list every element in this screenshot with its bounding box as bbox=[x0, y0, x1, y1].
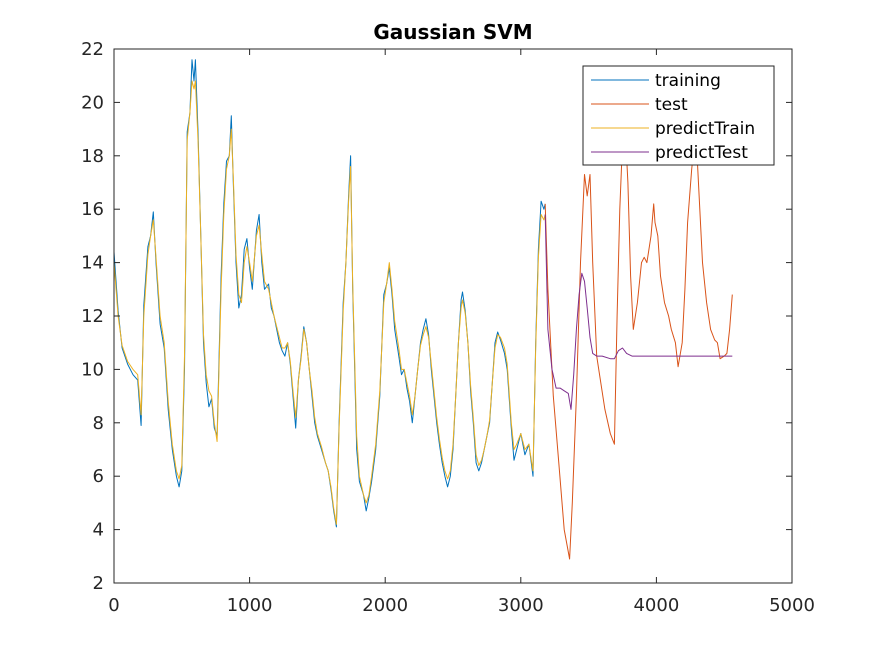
y-tick-label: 4 bbox=[93, 520, 104, 541]
y-tick-label: 8 bbox=[93, 413, 104, 434]
series-line-predictTest bbox=[544, 214, 733, 410]
series-layer bbox=[113, 59, 733, 560]
y-tick-label: 14 bbox=[81, 253, 104, 274]
y-tick-label: 20 bbox=[81, 92, 104, 113]
y-tick-label: 6 bbox=[93, 466, 104, 487]
x-tick-label: 4000 bbox=[633, 595, 679, 616]
legend: training test predictTrain predictTest bbox=[582, 65, 775, 166]
y-tick-label: 2 bbox=[93, 573, 104, 594]
ticks-layer: 0 1000 2000 3000 4000 5000 2 4 6 8 10 12 14 16 18 20 22 bbox=[81, 39, 815, 616]
x-tick-label: 2000 bbox=[362, 595, 408, 616]
y-tick-label: 12 bbox=[81, 306, 104, 327]
y-tick-label: 18 bbox=[81, 146, 104, 167]
y-tick-label: 10 bbox=[81, 359, 104, 380]
y-tick-label: 16 bbox=[81, 199, 104, 220]
chart-title: Gaussian SVM bbox=[373, 20, 532, 44]
y-tick-label: 22 bbox=[81, 39, 104, 60]
legend-box bbox=[582, 65, 775, 166]
x-tick-label: 1000 bbox=[227, 595, 273, 616]
x-tick-label: 5000 bbox=[769, 595, 815, 616]
x-tick-label: 0 bbox=[108, 595, 119, 616]
legend-label: predictTest bbox=[655, 143, 748, 163]
x-tick-label: 3000 bbox=[498, 595, 544, 616]
legend-label: predictTrain bbox=[655, 119, 755, 139]
series-line-test bbox=[544, 128, 733, 560]
series-line-predictTrain bbox=[113, 80, 546, 525]
legend-label: training bbox=[655, 71, 721, 91]
legend-label: test bbox=[655, 95, 688, 115]
